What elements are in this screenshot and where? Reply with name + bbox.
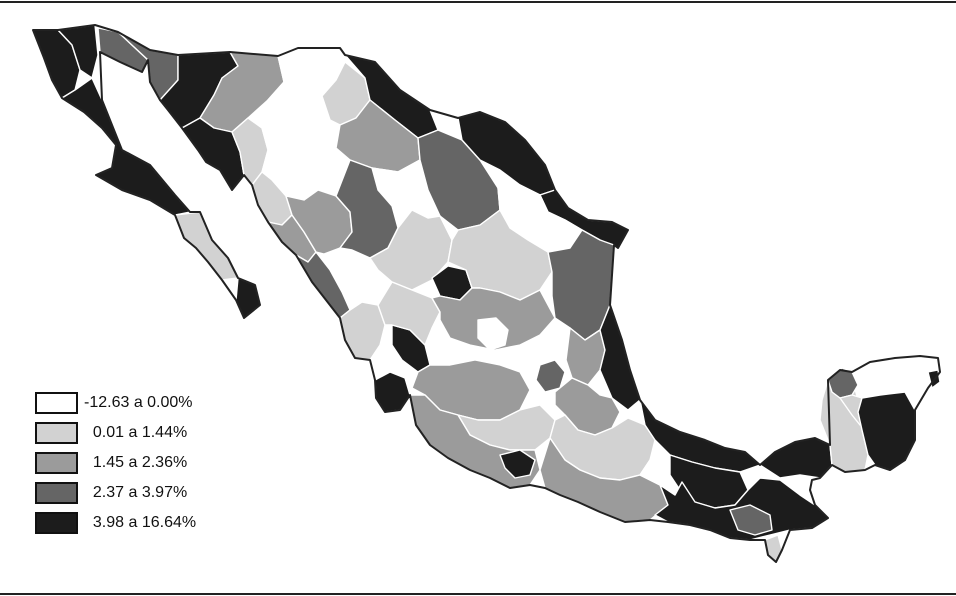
region-baja-south-tip	[235, 277, 261, 319]
region-queretaro-hidalgo	[477, 317, 509, 351]
mexico-coastline	[32, 24, 941, 563]
legend-swatch	[35, 452, 78, 474]
region-puebla	[554, 377, 621, 436]
region-campeche-west	[759, 437, 833, 479]
region-jalisco-central	[377, 281, 441, 346]
region-yucatan-west	[827, 367, 859, 399]
legend-label: 2.37 a 3.97%	[84, 484, 188, 501]
legend-label: 3.98 a 16.64%	[84, 514, 197, 531]
legend-label: 1.45 a 2.36%	[84, 454, 188, 471]
legend-item: 1.45 a 2.36%	[35, 448, 196, 478]
region-san-luis-potosi	[447, 209, 553, 301]
bottom-rule	[0, 593, 956, 595]
legend-item: 3.98 a 16.64%	[35, 508, 196, 538]
legend-swatch	[35, 392, 78, 414]
legend-swatch	[35, 512, 78, 534]
legend-label: 0.01 a 1.44%	[84, 424, 188, 441]
legend-swatch	[35, 422, 78, 444]
region-veracruz-coast	[599, 304, 641, 411]
region-guerrero-black	[499, 449, 536, 479]
region-tabasco	[639, 399, 761, 473]
map-legend: -12.63 a 0.00% 0.01 a 1.44% 1.45 a 2.36%…	[35, 388, 196, 538]
legend-label: -12.63 a 0.00%	[84, 394, 193, 411]
region-sinaloa-south	[295, 251, 351, 319]
legend-item: -12.63 a 0.00%	[35, 388, 196, 418]
region-chiapas-south	[729, 504, 773, 536]
region-baja-south-middle	[174, 211, 239, 281]
top-rule	[0, 1, 956, 3]
legend-item: 2.37 a 3.97%	[35, 478, 196, 508]
legend-swatch	[35, 482, 78, 504]
legend-item: 0.01 a 1.44%	[35, 418, 196, 448]
